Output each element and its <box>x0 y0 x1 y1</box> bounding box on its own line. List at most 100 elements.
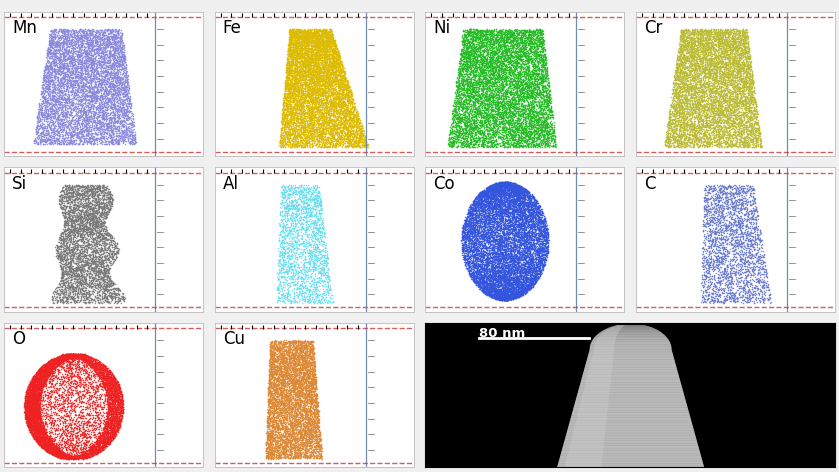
Point <box>476 275 489 283</box>
Point <box>274 256 287 263</box>
Point <box>62 183 76 191</box>
Point <box>325 79 338 87</box>
Point <box>306 49 320 56</box>
Point <box>336 62 349 70</box>
Point <box>484 190 498 197</box>
Point <box>534 219 547 226</box>
Point <box>107 405 120 412</box>
Point <box>502 29 515 37</box>
Point <box>99 49 112 56</box>
Point <box>466 240 479 247</box>
Point <box>465 82 478 89</box>
Point <box>75 195 88 202</box>
Point <box>465 82 478 89</box>
Point <box>273 143 286 151</box>
Point <box>101 386 114 393</box>
Point <box>741 54 754 62</box>
Point <box>303 93 316 101</box>
Point <box>347 130 361 137</box>
Point <box>44 99 57 107</box>
Point <box>474 275 487 283</box>
Point <box>31 378 44 385</box>
Point <box>105 407 118 414</box>
Point <box>484 194 498 202</box>
Point <box>516 58 529 65</box>
Point <box>541 79 555 86</box>
Point <box>357 138 370 145</box>
Point <box>18 401 31 409</box>
Point <box>96 120 110 128</box>
Point <box>675 54 689 62</box>
Point <box>511 194 524 202</box>
Point <box>119 130 133 137</box>
Point <box>471 198 484 205</box>
Point <box>294 389 307 396</box>
Point <box>45 370 59 377</box>
Point <box>29 418 43 425</box>
Point <box>488 189 502 197</box>
Point <box>286 48 300 55</box>
Point <box>287 381 300 389</box>
Point <box>521 268 534 275</box>
Point <box>110 253 123 261</box>
Point <box>324 116 337 123</box>
Point <box>32 413 45 421</box>
Point <box>268 366 282 373</box>
Point <box>86 208 99 215</box>
Point <box>467 264 481 272</box>
Point <box>466 261 480 269</box>
Point <box>463 80 477 87</box>
Point <box>273 221 286 229</box>
Point <box>104 416 117 424</box>
Point <box>678 80 691 88</box>
Point <box>96 276 110 284</box>
Point <box>34 427 48 434</box>
Point <box>491 208 504 216</box>
Point <box>308 34 321 42</box>
Point <box>515 56 529 64</box>
Point <box>711 26 725 34</box>
Point <box>307 260 320 267</box>
Point <box>511 92 524 99</box>
Point <box>305 110 319 118</box>
Point <box>107 136 120 144</box>
Point <box>81 214 94 222</box>
Point <box>463 219 477 226</box>
Point <box>49 443 62 450</box>
Point <box>744 127 758 135</box>
Point <box>284 413 297 420</box>
Point <box>508 288 521 295</box>
Point <box>727 118 740 126</box>
Point <box>104 108 117 115</box>
Point <box>300 368 313 375</box>
Point <box>530 246 544 254</box>
Point <box>461 231 475 238</box>
Point <box>747 126 760 133</box>
Point <box>305 408 319 415</box>
Point <box>92 120 106 127</box>
Point <box>95 82 108 89</box>
Point <box>539 104 553 111</box>
Point <box>453 115 466 123</box>
Point <box>110 414 123 422</box>
Point <box>294 52 308 59</box>
Point <box>310 135 324 143</box>
Point <box>306 245 320 253</box>
Point <box>508 294 521 302</box>
Point <box>312 127 326 135</box>
Point <box>83 219 96 226</box>
Point <box>285 92 299 100</box>
Point <box>78 440 91 447</box>
Point <box>66 49 80 56</box>
Point <box>34 385 47 393</box>
Point <box>94 41 107 49</box>
Point <box>334 85 347 93</box>
Point <box>78 403 91 411</box>
Point <box>721 114 734 121</box>
Point <box>284 183 298 191</box>
Point <box>286 202 300 210</box>
Point <box>497 89 510 97</box>
Point <box>511 252 524 259</box>
Point <box>68 283 81 290</box>
Point <box>701 82 715 89</box>
